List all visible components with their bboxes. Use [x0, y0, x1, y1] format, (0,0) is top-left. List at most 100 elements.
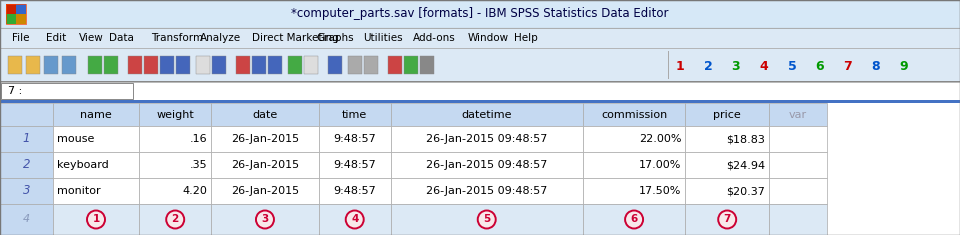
- Bar: [160, 56, 174, 74]
- Text: price: price: [713, 110, 741, 120]
- Text: 17.50%: 17.50%: [639, 186, 682, 196]
- Bar: [420, 56, 434, 74]
- Text: 26-Jan-2015 09:48:57: 26-Jan-2015 09:48:57: [426, 186, 547, 196]
- Bar: [583, 178, 685, 204]
- Text: 4.20: 4.20: [182, 186, 207, 196]
- Bar: [685, 204, 769, 235]
- Bar: [685, 152, 769, 178]
- Ellipse shape: [256, 211, 274, 228]
- Text: *computer_parts.sav [formats] - IBM SPSS Statistics Data Editor: *computer_parts.sav [formats] - IBM SPSS…: [291, 8, 669, 20]
- Text: var: var: [789, 110, 806, 120]
- Bar: [212, 56, 226, 74]
- Bar: [0, 28, 960, 48]
- Text: keyboard: keyboard: [57, 160, 108, 170]
- Bar: [0, 81, 960, 82]
- Bar: [328, 56, 342, 74]
- Text: datetime: datetime: [462, 110, 512, 120]
- Bar: [0, 100, 960, 103]
- Bar: [236, 56, 250, 74]
- Ellipse shape: [346, 211, 364, 228]
- Text: 4: 4: [23, 215, 30, 224]
- Text: 2: 2: [704, 59, 712, 73]
- Bar: [139, 204, 211, 235]
- Ellipse shape: [478, 211, 495, 228]
- Bar: [6, 14, 16, 24]
- Text: 26-Jan-2015: 26-Jan-2015: [231, 186, 299, 196]
- Bar: [685, 178, 769, 204]
- Text: Data: Data: [109, 33, 134, 43]
- Text: 17.00%: 17.00%: [639, 160, 682, 170]
- Text: 4: 4: [759, 59, 768, 73]
- Bar: [685, 126, 769, 152]
- Bar: [211, 178, 319, 204]
- Bar: [391, 204, 583, 235]
- Text: Analyze: Analyze: [200, 33, 241, 43]
- Text: 3: 3: [732, 59, 740, 73]
- Text: 9:48:57: 9:48:57: [333, 186, 376, 196]
- Bar: [0, 126, 53, 152]
- Text: 9: 9: [900, 59, 908, 73]
- Bar: [53, 178, 139, 204]
- Text: 6: 6: [816, 59, 825, 73]
- Bar: [0, 178, 53, 204]
- Text: name: name: [80, 110, 112, 120]
- Bar: [139, 152, 211, 178]
- Text: Edit: Edit: [46, 33, 66, 43]
- Text: weight: weight: [156, 110, 194, 120]
- Bar: [769, 152, 827, 178]
- Text: 5: 5: [787, 59, 797, 73]
- Bar: [391, 178, 583, 204]
- Ellipse shape: [166, 211, 184, 228]
- Text: 9:48:57: 9:48:57: [333, 160, 376, 170]
- Text: monitor: monitor: [57, 186, 101, 196]
- Text: 1: 1: [92, 215, 100, 224]
- Text: 9:48:57: 9:48:57: [333, 134, 376, 144]
- Text: 22.00%: 22.00%: [639, 134, 682, 144]
- Bar: [139, 103, 211, 126]
- Text: 26-Jan-2015 09:48:57: 26-Jan-2015 09:48:57: [426, 134, 547, 144]
- Text: 1: 1: [676, 59, 684, 73]
- Bar: [53, 204, 139, 235]
- Bar: [252, 56, 266, 74]
- Text: 7: 7: [724, 215, 731, 224]
- Bar: [16, 14, 26, 24]
- Bar: [319, 178, 391, 204]
- Bar: [0, 152, 53, 178]
- Bar: [0, 204, 53, 235]
- Text: 26-Jan-2015: 26-Jan-2015: [231, 160, 299, 170]
- Bar: [16, 4, 26, 14]
- Bar: [0, 103, 53, 126]
- Text: Graphs: Graphs: [317, 33, 354, 43]
- Bar: [583, 103, 685, 126]
- Bar: [44, 56, 58, 74]
- Bar: [268, 56, 282, 74]
- Bar: [769, 103, 827, 126]
- Bar: [128, 56, 142, 74]
- Text: 7: 7: [844, 59, 852, 73]
- Bar: [196, 56, 210, 74]
- Text: 26-Jan-2015: 26-Jan-2015: [231, 134, 299, 144]
- Bar: [319, 103, 391, 126]
- Bar: [391, 152, 583, 178]
- Text: $18.83: $18.83: [726, 134, 765, 144]
- Bar: [62, 56, 76, 74]
- Bar: [391, 126, 583, 152]
- Bar: [319, 126, 391, 152]
- Text: time: time: [342, 110, 368, 120]
- Bar: [53, 126, 139, 152]
- Text: 7 :: 7 :: [8, 86, 22, 96]
- Bar: [1, 83, 133, 99]
- Bar: [319, 204, 391, 235]
- Bar: [139, 178, 211, 204]
- Bar: [26, 56, 40, 74]
- Bar: [211, 204, 319, 235]
- Bar: [583, 204, 685, 235]
- Bar: [668, 51, 669, 79]
- Text: date: date: [252, 110, 277, 120]
- Text: Help: Help: [514, 33, 538, 43]
- Bar: [391, 103, 583, 126]
- Bar: [144, 56, 158, 74]
- Bar: [53, 152, 139, 178]
- Bar: [769, 178, 827, 204]
- Text: Window: Window: [468, 33, 509, 43]
